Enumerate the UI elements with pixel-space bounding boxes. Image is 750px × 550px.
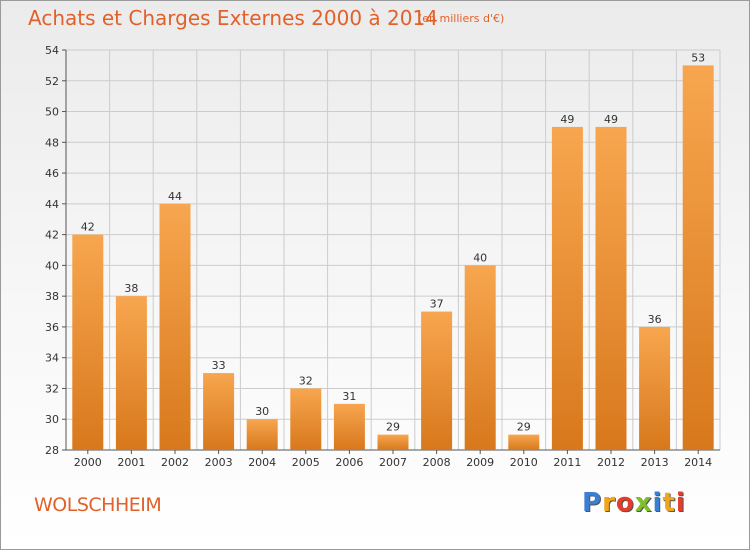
x-tick-label: 2011 [553, 456, 581, 469]
data-label: 33 [212, 359, 226, 372]
data-label: 49 [604, 113, 618, 126]
y-tick-label: 48 [45, 136, 59, 149]
data-label: 44 [168, 190, 182, 203]
data-label: 30 [255, 405, 269, 418]
bars [72, 65, 714, 450]
y-tick-label: 28 [45, 444, 59, 457]
data-label: 53 [691, 51, 705, 64]
y-tick-label: 32 [45, 382, 59, 395]
x-tick-label: 2004 [248, 456, 276, 469]
data-label: 29 [517, 421, 531, 434]
logo-letter: o [615, 488, 635, 518]
chart-title: Achats et Charges Externes 2000 à 2014 [28, 6, 438, 30]
y-tick-label: 50 [45, 106, 59, 119]
logo-letter: r [602, 488, 616, 518]
x-tick-label: 2001 [117, 456, 145, 469]
y-tick-label: 54 [45, 44, 59, 57]
y-tick-label: 42 [45, 229, 59, 242]
bar [595, 126, 627, 450]
data-label: 49 [560, 113, 574, 126]
data-label: 38 [124, 282, 138, 295]
y-tick-label: 44 [45, 198, 59, 211]
data-label: 36 [648, 313, 662, 326]
x-tick-label: 2007 [379, 456, 407, 469]
x-tick-label: 2014 [684, 456, 712, 469]
y-tick-label: 52 [45, 75, 59, 88]
x-tick-label: 2010 [510, 456, 538, 469]
x-tick-label: 2000 [74, 456, 102, 469]
data-label: 37 [430, 298, 444, 311]
logo-letter: i [675, 488, 686, 518]
logo-letter: P [582, 488, 603, 518]
data-label: 29 [386, 421, 400, 434]
bar [421, 311, 453, 450]
bar [72, 234, 104, 450]
logo-letter: t [662, 488, 676, 518]
x-tick-label: 2006 [335, 456, 363, 469]
chart-subtitle: (en milliers d'€) [418, 12, 505, 25]
bar [203, 373, 235, 450]
proxiti-logo[interactable]: Proxiti [582, 488, 686, 518]
bar [333, 403, 365, 450]
x-tick-label: 2012 [597, 456, 625, 469]
x-tick-label: 2002 [161, 456, 189, 469]
bar [290, 388, 322, 450]
bar [551, 126, 583, 450]
data-label: 42 [81, 221, 95, 234]
x-tick-label: 2008 [423, 456, 451, 469]
bar [159, 203, 191, 450]
y-tick-label: 46 [45, 167, 59, 180]
data-label: 32 [299, 374, 313, 387]
bar [377, 434, 409, 450]
y-tick-label: 36 [45, 321, 59, 334]
data-label: 31 [342, 390, 356, 403]
bar [508, 434, 540, 450]
x-tick-label: 2013 [641, 456, 669, 469]
y-tick-label: 38 [45, 290, 59, 303]
bar [639, 326, 671, 450]
y-tick-label: 40 [45, 259, 59, 272]
logo-letter: i [652, 488, 663, 518]
y-tick-label: 30 [45, 413, 59, 426]
x-tick-label: 2009 [466, 456, 494, 469]
logo-letter: x [634, 488, 653, 518]
commune-name: WOLSCHHEIM [34, 494, 162, 516]
bar [464, 265, 496, 450]
y-tick-label: 34 [45, 352, 59, 365]
bar [246, 419, 278, 450]
bar [115, 296, 147, 450]
bar [682, 65, 714, 450]
data-label: 40 [473, 251, 487, 264]
x-tick-label: 2005 [292, 456, 320, 469]
labels: 42 2000 38 2001 44 2002 33 2003 30 2004 32 2005 31 20… [74, 51, 712, 469]
x-tick-label: 2003 [205, 456, 233, 469]
